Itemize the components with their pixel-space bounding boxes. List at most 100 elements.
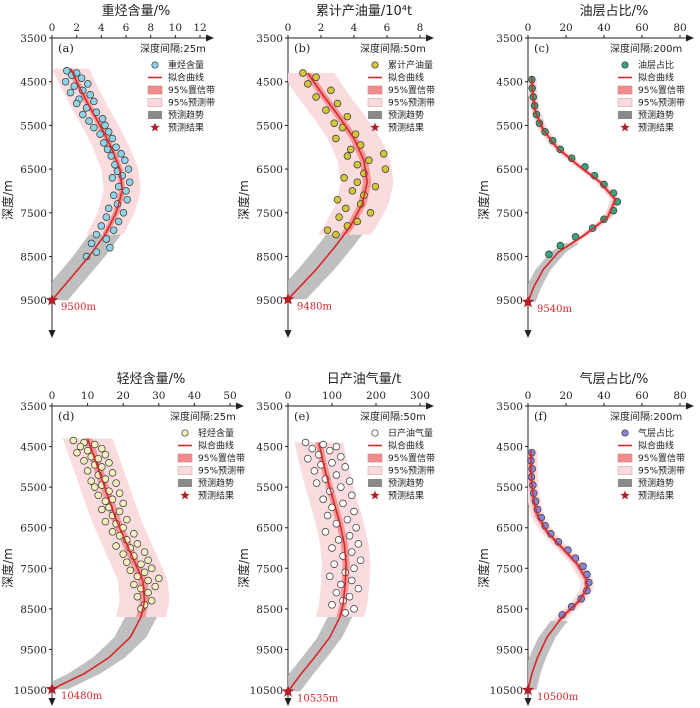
data-point (108, 528, 117, 536)
legend-swatch (147, 85, 163, 95)
data-point (94, 491, 103, 500)
data-point (84, 80, 92, 88)
confidence-band (303, 73, 372, 235)
data-point (80, 457, 88, 465)
data-point (133, 592, 142, 601)
panel-b: 累计产油量/10⁴t 0 2 4 6 8 3500 4500 5500 6500 7500 8500 9… (236, 4, 435, 338)
y-axis-label: 深度/m (236, 548, 251, 588)
data-point (312, 93, 320, 101)
prediction-star (45, 682, 59, 695)
y-tick-label: 6500 (20, 523, 47, 535)
prediction-star (45, 293, 59, 306)
data-point (332, 134, 340, 143)
legend-marker (621, 429, 629, 437)
legend-label: 拟合曲线 (388, 440, 424, 452)
x-tick-label: 20 (117, 390, 130, 402)
data-point (90, 440, 99, 449)
y-tick-label: 10500 (490, 685, 523, 697)
data-point (121, 156, 129, 165)
data-point (330, 119, 338, 127)
y-axis-label: 深度/m (476, 548, 491, 588)
legend-swatch (617, 98, 633, 107)
panel-d: 轻烃含量/% 0 10 20 30 40 50 3500 4500 5500 6500 7500 850… (0, 371, 245, 706)
x-axis-arrow (426, 34, 434, 42)
data-point (339, 499, 347, 508)
legend-label: 95%预测带 (198, 466, 245, 477)
data-point (350, 564, 358, 573)
legend-label: 预测趋势 (388, 477, 424, 489)
panel-f: 气层占比/% 0 20 40 60 80 3500 4500 5500 6500 7500 8500 9… (476, 371, 694, 706)
legend-label: 95%置信带 (198, 452, 245, 464)
panel-label: (e) (294, 409, 310, 423)
chart-title: 累计产油量/10⁴t (316, 4, 412, 19)
y-tick-label: 6500 (256, 523, 283, 535)
x-tick-label: 40 (597, 22, 610, 34)
fit-curve (287, 72, 368, 300)
y-tick-label: 3500 (20, 401, 47, 413)
x-axis-arrow (206, 34, 214, 42)
y-tick-label: 10500 (14, 685, 47, 697)
legend-star (620, 122, 630, 132)
legend-marker (371, 429, 379, 437)
data-point (79, 110, 87, 119)
x-tick-label: 10 (81, 390, 94, 402)
y-tick-label: 5500 (496, 482, 523, 494)
data-point (343, 112, 352, 121)
data-point (371, 182, 380, 191)
prediction-result-label: 9480m (297, 301, 332, 312)
y-tick-label: 9500 (496, 295, 523, 307)
x-tick-label: 0 (49, 390, 56, 402)
legend-label: 预测结果 (198, 490, 234, 502)
legend-label: 油层占比 (638, 59, 674, 71)
data-point (122, 187, 130, 195)
y-tick-label: 6500 (20, 164, 47, 176)
data-point (323, 511, 332, 520)
legend-marker (371, 61, 379, 69)
x-tick-label: 0 (525, 22, 532, 34)
data-point (556, 241, 565, 250)
prediction-result-label: 10535m (297, 693, 339, 704)
y-tick-label: 8500 (256, 251, 283, 263)
data-point (332, 471, 341, 479)
data-point (104, 204, 113, 213)
data-point (90, 483, 99, 491)
legend-swatch (367, 453, 383, 463)
data-point (328, 601, 336, 609)
y-axis-label: 深度/m (236, 180, 251, 220)
legend-label: 95%置信带 (388, 452, 435, 464)
x-tick-label: 6 (123, 22, 130, 34)
prediction-band (52, 68, 141, 235)
legend-label: 日产油气量 (388, 427, 433, 439)
y-tick-label: 3500 (496, 33, 523, 45)
data-point (101, 497, 110, 506)
data-point (101, 121, 109, 130)
x-axis-arrow (686, 402, 694, 410)
data-point (350, 507, 358, 516)
depth-interval: 深度间隔:50m (360, 410, 426, 423)
y-tick-label: 4500 (256, 77, 283, 89)
y-axis-arrow (284, 698, 292, 706)
prediction-trend (528, 621, 568, 690)
data-point (326, 572, 334, 581)
fit-curve (527, 77, 617, 303)
prediction-trend (288, 617, 353, 692)
data-point (137, 560, 145, 568)
data-point (115, 507, 124, 516)
data-point (83, 467, 92, 475)
data-point (312, 73, 320, 82)
y-tick-label: 4500 (256, 442, 283, 454)
data-point (140, 568, 149, 577)
y-axis-label: 深度/m (476, 180, 491, 220)
data-point (346, 145, 355, 154)
prediction-band (288, 73, 394, 235)
data-point (337, 452, 345, 461)
data-point (348, 576, 356, 585)
data-point (123, 515, 131, 524)
data-point (70, 82, 78, 90)
data-point (332, 588, 341, 597)
legend-marker (151, 61, 159, 69)
data-point (69, 436, 78, 445)
data-point (90, 123, 98, 132)
legend-star (370, 122, 380, 132)
